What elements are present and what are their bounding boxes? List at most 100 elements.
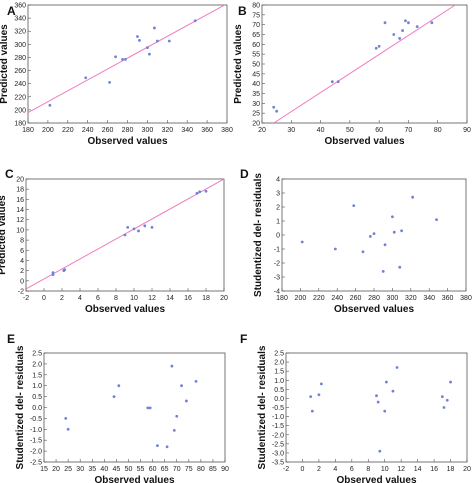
data-point [372, 232, 376, 236]
x-axis-label: Observed values [324, 136, 404, 147]
data-point [407, 21, 410, 25]
panel-label: C [5, 167, 14, 181]
x-tick-label: 45 [113, 466, 121, 473]
x-tick-label: 8 [114, 295, 118, 302]
x-tick-label: 260 [350, 295, 362, 302]
panel-e: 15 20 25 30 35 40 45 50 55 60 65 70 75 80 85 90 -2.5 -2.0… [7, 332, 229, 483]
x-tick-label: 35 [88, 466, 96, 473]
y-tick-label: 65 [252, 32, 260, 39]
y-tick-label: 20 [16, 177, 24, 184]
y-tick-label: 1.5 [32, 372, 42, 379]
x-tick-label: 380 [460, 295, 472, 302]
data-point [392, 33, 396, 36]
x-tick-label: 360 [201, 127, 213, 134]
x-tick-label: 4 [78, 295, 82, 302]
x-tick-label: 18 [447, 466, 455, 473]
y-tick-label: 2.5 [32, 351, 42, 358]
x-tick-label: 300 [387, 295, 399, 302]
data-point [415, 25, 419, 29]
x-tick-label: 80 [434, 127, 442, 134]
y-tick-label: 10 [16, 227, 24, 234]
data-point [180, 384, 183, 388]
y-tick-label: 4 [276, 177, 280, 184]
data-point [395, 366, 399, 369]
y-tick-label: 0.0 [32, 405, 42, 412]
y-tick-label: 0 [20, 278, 24, 285]
x-tick-label: 20 [258, 127, 266, 134]
y-tick-label: 340 [14, 16, 26, 23]
data-point [184, 399, 188, 403]
y-tick-label: -2.0 [272, 432, 284, 439]
x-tick-label: 180 [276, 295, 288, 302]
data-point [300, 240, 304, 244]
panel-c: -2 0 2 4 6 8 10 12 14 16 18 20 -2 0 2 4 6 8 10 12 14 16 18 20 Ob… [0, 167, 228, 315]
y-tick-label: -2 [18, 289, 24, 296]
y-axis-label: Studentized del- residuals [253, 173, 264, 297]
y-tick-label: -1.5 [30, 438, 42, 445]
data-point [194, 379, 198, 383]
y-tick-label: -2.5 [30, 460, 42, 467]
data-point [374, 46, 378, 50]
data-point [112, 395, 116, 398]
x-tick-label: 12 [148, 295, 156, 302]
x-tick-label: 50 [125, 466, 133, 473]
x-tick-label: 340 [181, 127, 193, 134]
y-tick-label: 60 [252, 42, 260, 49]
x-tick-label: 30 [76, 466, 84, 473]
y-tick-label: 4 [20, 258, 24, 265]
x-tick-label: 50 [346, 127, 354, 134]
data-point [123, 233, 127, 237]
x-tick-label: 40 [317, 127, 325, 134]
data-point [376, 400, 380, 404]
data-point [336, 80, 340, 84]
y-tick-label: 30 [252, 101, 260, 108]
y-tick-label: 18 [16, 187, 24, 194]
panel-label: A [7, 4, 16, 18]
data-point [146, 46, 149, 50]
data-point [198, 190, 202, 194]
x-tick-label: 20 [52, 466, 60, 473]
data-point [398, 265, 402, 269]
x-tick-label: 90 [463, 127, 471, 134]
y-tick-label: -2.5 [272, 441, 284, 448]
data-point [375, 394, 378, 398]
x-tick-label: 260 [102, 127, 114, 134]
data-point [66, 427, 70, 431]
x-axis-label: Observed values [94, 475, 174, 483]
x-tick-label: 220 [62, 127, 74, 134]
y-tick-label: 220 [14, 94, 26, 101]
data-point [445, 398, 449, 402]
y-tick-label: 45 [252, 71, 260, 78]
x-tick-label: 65 [161, 466, 169, 473]
data-point [317, 393, 321, 397]
y-tick-label: 1 [276, 219, 280, 226]
y-tick-label: -1.0 [30, 427, 42, 434]
data-point [124, 58, 127, 61]
x-tick-label: 70 [173, 466, 181, 473]
data-point [152, 26, 156, 30]
y-tick-label: -2.0 [30, 449, 42, 456]
data-point [319, 382, 323, 386]
data-point [136, 35, 139, 38]
y-tick-label: 6 [20, 248, 24, 255]
data-point [383, 409, 387, 413]
y-tick-label: -3.0 [272, 450, 284, 457]
x-tick-label: 280 [122, 127, 134, 134]
x-tick-label: 320 [405, 295, 417, 302]
x-tick-label: 240 [82, 127, 94, 134]
y-tick-label: -1 [274, 247, 280, 254]
x-tick-label: 0 [42, 295, 46, 302]
data-point [442, 406, 446, 409]
data-point [381, 270, 385, 273]
panel-b: 20 30 40 50 60 70 80 90 20 25 30 35 40 45 50 55 60 65 70 75… [233, 3, 471, 148]
y-tick-label: 2 [276, 205, 280, 212]
data-point [172, 428, 176, 432]
y-tick-label: 300 [14, 42, 26, 49]
fit-line [273, 5, 456, 123]
panel-label: E [7, 332, 15, 346]
data-point [378, 449, 382, 453]
data-point [272, 105, 276, 109]
y-axis-label: Studentized del- residuals [257, 345, 268, 469]
y-axis-label: Predicted values [233, 24, 244, 104]
